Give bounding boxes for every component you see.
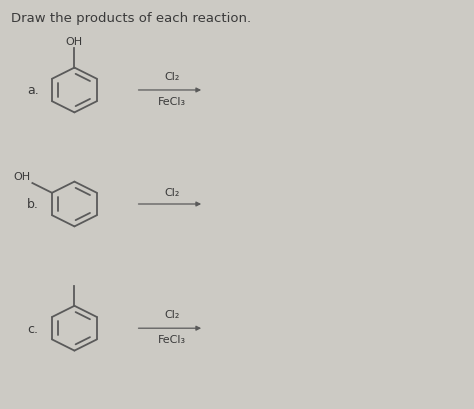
Text: OH: OH [66, 36, 83, 47]
Text: FeCl₃: FeCl₃ [158, 97, 186, 107]
Text: b.: b. [27, 198, 39, 211]
Text: Cl₂: Cl₂ [164, 72, 180, 82]
Text: c.: c. [27, 322, 38, 335]
Text: FeCl₃: FeCl₃ [158, 335, 186, 344]
Text: a.: a. [27, 84, 39, 97]
Text: OH: OH [14, 171, 31, 181]
Text: Cl₂: Cl₂ [164, 310, 180, 319]
Text: Cl₂: Cl₂ [164, 188, 180, 198]
Text: Draw the products of each reaction.: Draw the products of each reaction. [11, 11, 251, 25]
